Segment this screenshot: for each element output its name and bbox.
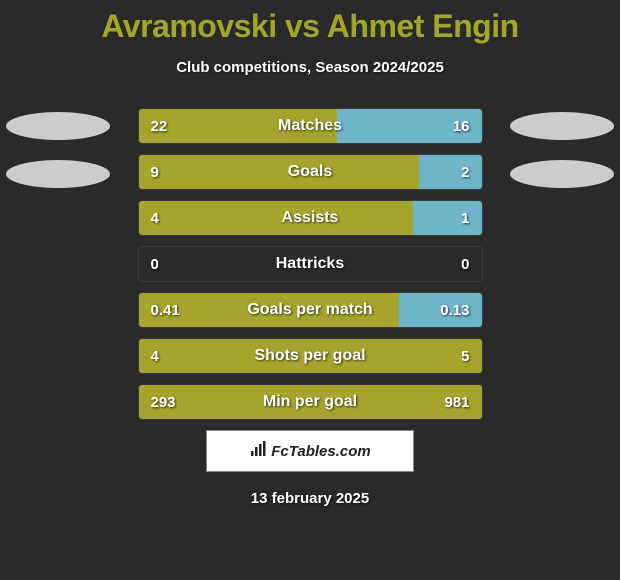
- avatar-silhouette-icon: [6, 92, 110, 196]
- subtitle: Club competitions, Season 2024/2025: [0, 59, 620, 76]
- player-avatar-right: [510, 92, 614, 196]
- stat-rows: 2216Matches 92Goals 41Assists 00Hattricks 0.…: [138, 108, 483, 420]
- logo: FcTables.com: [249, 441, 370, 461]
- player-avatar-left: [6, 92, 110, 196]
- logo-text: FcTables.com: [271, 443, 370, 460]
- date: 13 february 2025: [0, 490, 620, 507]
- stat-row: 41Assists: [138, 200, 483, 236]
- stat-label: Hattricks: [139, 247, 482, 281]
- stat-label: Matches: [139, 109, 482, 143]
- comparison-chart: 2216Matches 92Goals 41Assists 00Hattricks 0.…: [0, 108, 620, 420]
- avatar-silhouette-icon: [510, 92, 614, 196]
- stat-row: 0.410.13Goals per match: [138, 292, 483, 328]
- stat-label: Min per goal: [139, 385, 482, 419]
- stat-row: 92Goals: [138, 154, 483, 190]
- stat-row: 293981Min per goal: [138, 384, 483, 420]
- stat-label: Shots per goal: [139, 339, 482, 373]
- logo-box: FcTables.com: [206, 430, 414, 472]
- stat-label: Goals per match: [139, 293, 482, 327]
- page-title: Avramovski vs Ahmet Engin: [0, 0, 620, 45]
- chart-icon: [249, 441, 267, 461]
- stat-row: 00Hattricks: [138, 246, 483, 282]
- stat-row: 2216Matches: [138, 108, 483, 144]
- stat-label: Assists: [139, 201, 482, 235]
- stat-row: 45Shots per goal: [138, 338, 483, 374]
- stat-label: Goals: [139, 155, 482, 189]
